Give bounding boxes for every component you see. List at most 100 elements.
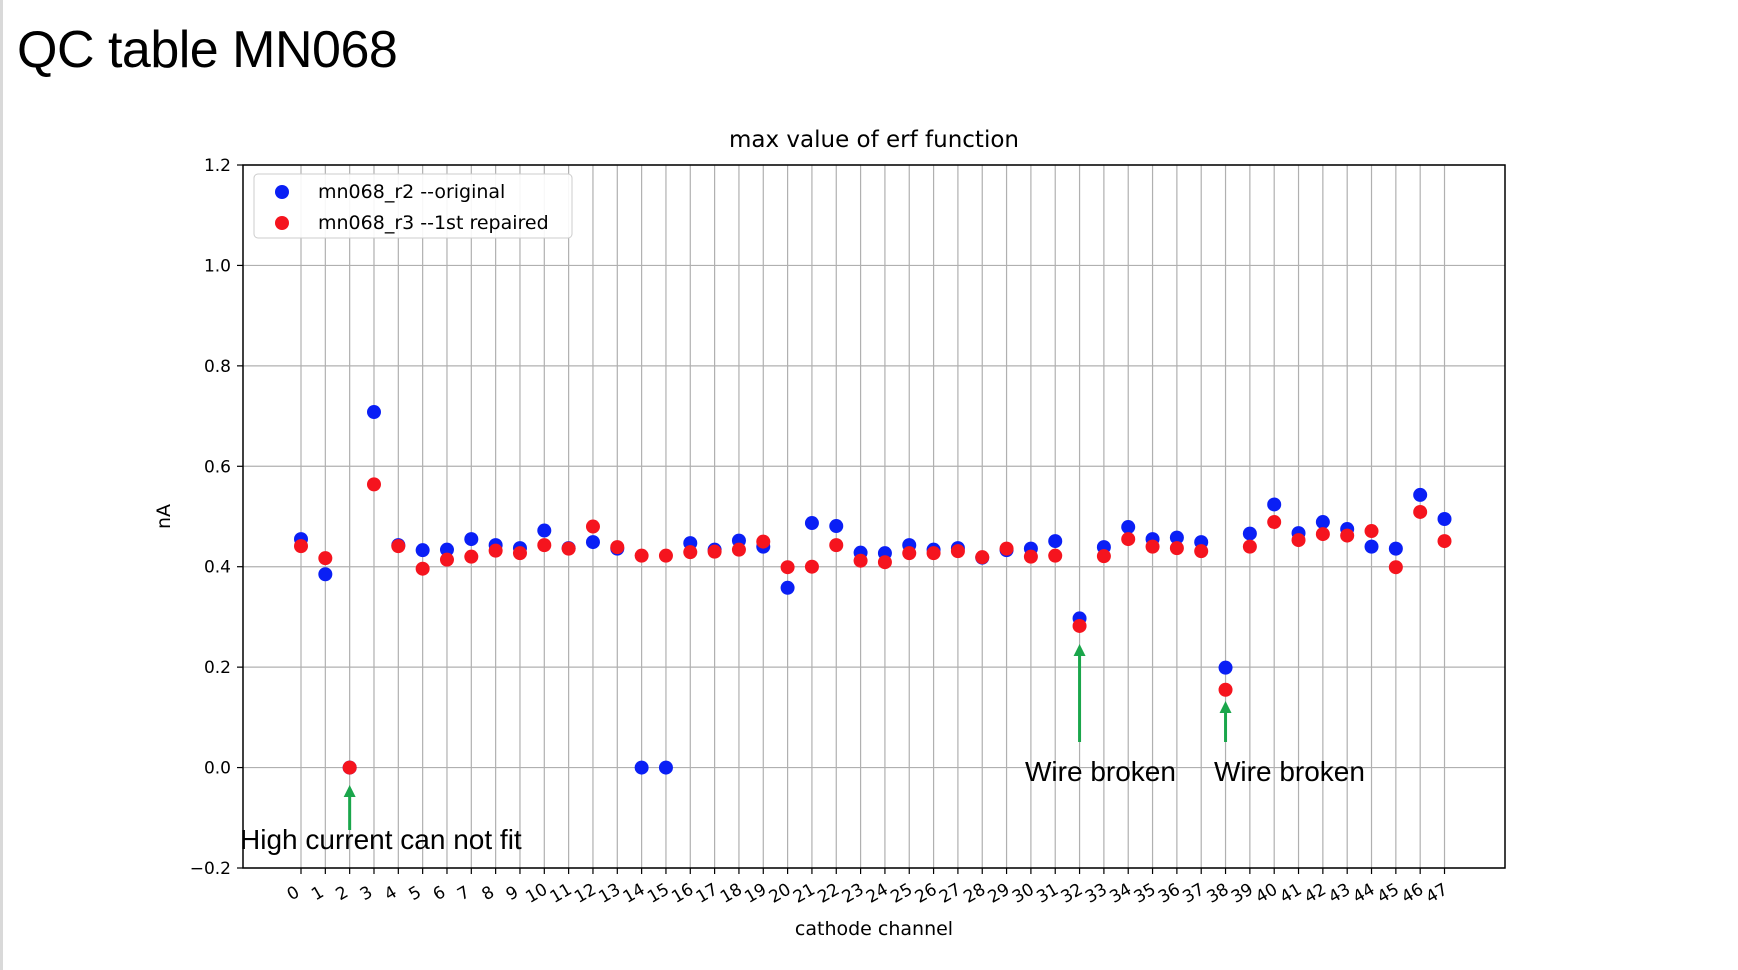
y-axis-title: nA [153,504,175,529]
x-tick-label: 10 [522,880,551,908]
data-point-series-2 [1145,539,1160,554]
x-tick-label: 14 [620,880,649,908]
x-tick-label: 9 [503,882,522,905]
x-tick-label: 43 [1325,880,1354,908]
legend-label-series-1: mn068_r2 --original [318,181,505,203]
x-tick-label: 23 [839,880,868,908]
data-point-series-2 [658,548,673,563]
x-tick-label: 38 [1204,880,1233,908]
x-tick-label: 12 [571,880,600,908]
slide-left-border [0,0,3,970]
data-point-series-2 [610,540,625,555]
data-point-series-1 [1048,534,1063,549]
data-point-series-2 [1267,515,1282,530]
data-point-series-2 [1291,533,1306,548]
data-point-series-1 [1315,515,1330,530]
x-tick-label: 27 [936,880,965,908]
x-tick-label: 40 [1252,880,1281,908]
data-point-series-1 [1437,512,1452,527]
data-point-series-2 [366,477,381,492]
data-point-series-2 [537,538,552,553]
data-point-series-2 [683,545,698,560]
data-point-series-1 [780,580,795,595]
x-tick-label: 31 [1033,880,1062,908]
x-tick-label: 46 [1398,880,1427,908]
legend: mn068_r2 --original mn068_r3 --1st repai… [253,173,573,239]
data-point-series-1 [804,516,819,531]
x-tick-label: 47 [1423,880,1452,908]
x-tick-label: 36 [1155,880,1184,908]
y-tick-label: 0.4 [204,558,231,578]
legend-box [253,173,573,239]
data-point-series-1 [585,535,600,550]
annotation-wire-broken-32: Wire broken [1025,756,1176,787]
y-tick-label: 0.2 [204,658,231,678]
data-point-series-1 [439,542,454,557]
x-tick-label: 26 [912,880,941,908]
x-tick-label: 28 [960,880,989,908]
data-point-series-2 [1194,544,1209,559]
data-point-series-1 [1388,541,1403,556]
y-tick-label: 1.0 [204,256,231,276]
x-tick-label: 15 [644,880,673,908]
x-tick-label: 44 [1350,880,1379,908]
x-tick-label: 39 [1228,880,1257,908]
x-tick-label: 41 [1277,880,1306,908]
x-tick-label: 29 [985,880,1014,908]
x-tick-label: 34 [1106,880,1135,908]
x-tick-label: 1 [308,882,327,905]
data-point-series-2 [756,534,771,549]
legend-label-series-2: mn068_r3 --1st repaired [318,212,549,234]
data-point-series-2 [1023,549,1038,564]
x-tick-label: 22 [814,880,843,908]
x-tick-label: 16 [668,880,697,908]
annotation-high-current: High current can not fit [240,824,522,855]
data-point-series-2 [1340,528,1355,543]
annotation-arrowhead-wire-broken-38 [1219,701,1232,713]
x-tick-label: 19 [741,880,770,908]
x-tick-label: 33 [1082,880,1111,908]
points-layer [294,405,1452,775]
data-point-series-2 [512,546,527,561]
annotation-wire-broken-38: Wire broken [1214,756,1365,787]
annotation-arrowhead-high-current [343,785,356,797]
x-tick-label: 18 [717,880,746,908]
data-point-series-2 [1096,549,1111,564]
legend-marker-series-1 [275,185,289,199]
data-point-series-2 [1242,539,1257,554]
y-tick-label: 0.8 [204,357,231,377]
data-point-series-2 [950,544,965,559]
data-point-series-1 [634,760,649,775]
data-point-series-1 [1242,526,1257,541]
slide-title: QC table MN068 [17,21,398,79]
data-point-series-2 [731,542,746,557]
data-point-series-2 [902,546,917,561]
plot-area-frame [242,164,1506,869]
data-point-series-2 [488,543,503,558]
data-point-series-2 [804,559,819,574]
data-point-series-2 [1048,548,1063,563]
y-tick-label: 1.2 [204,156,231,176]
data-point-series-2 [1437,534,1452,549]
data-point-series-1 [829,519,844,534]
data-point-series-2 [975,550,990,565]
x-axis-title: cathode channel [795,918,953,940]
data-point-series-2 [585,519,600,534]
x-tick-label: 24 [863,880,892,908]
data-point-series-1 [318,567,333,582]
data-point-series-1 [1218,660,1233,675]
data-point-series-2 [853,553,868,568]
data-point-series-1 [1413,487,1428,502]
data-point-series-2 [829,538,844,553]
data-point-series-2 [1315,527,1330,542]
data-point-series-2 [342,760,357,775]
data-point-series-2 [1388,560,1403,575]
data-point-series-2 [318,551,333,566]
x-tick-label: 45 [1374,880,1403,908]
data-point-series-2 [294,539,308,554]
legend-marker-series-2 [275,216,289,230]
x-tick-label: 25 [887,880,916,908]
axis-layer: −0.20.00.20.40.60.81.01.20 1 2 3 4 5 6 7 8 9 10111… [190,156,1452,908]
